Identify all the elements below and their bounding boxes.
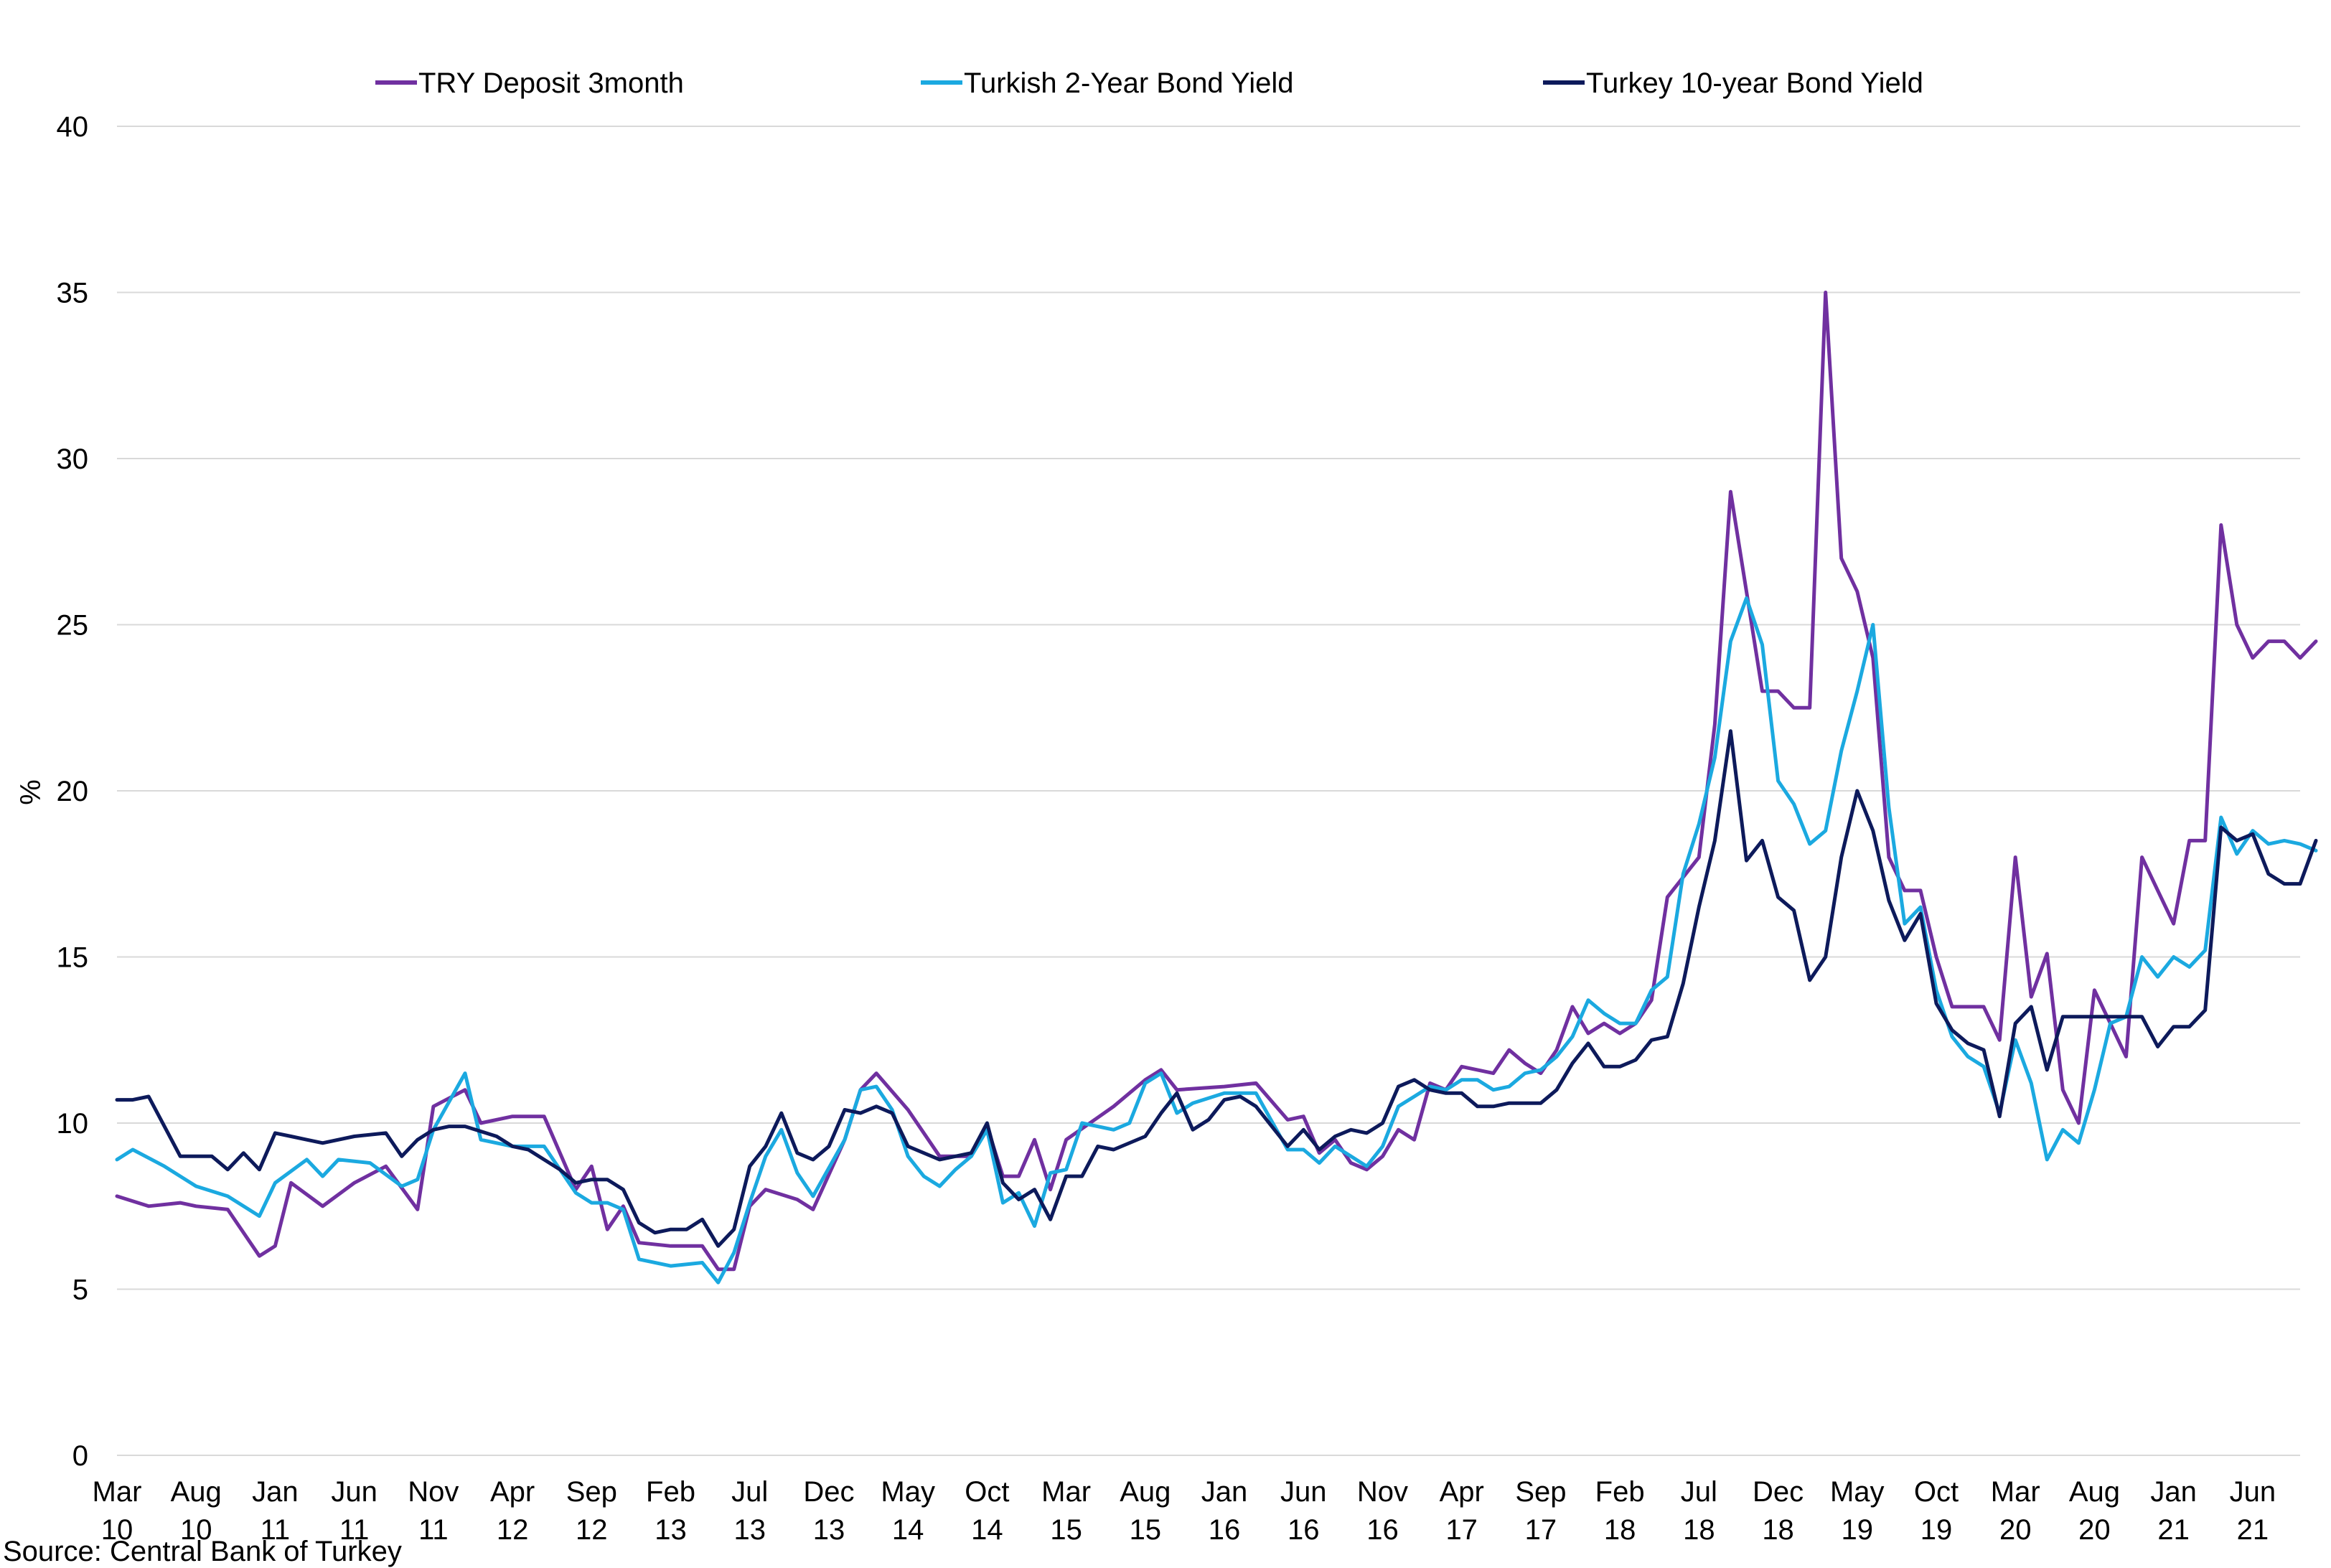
x-tick-label: Nov 16 [1357, 1476, 1408, 1546]
x-tick-label: Nov 11 [408, 1476, 459, 1546]
y-tick-label: 35 [57, 278, 89, 309]
y-tick-label: 5 [72, 1274, 88, 1306]
x-tick-label: Jun 16 [1280, 1476, 1327, 1546]
y-tick-label: 10 [57, 1108, 89, 1140]
x-tick-label: May 14 [881, 1476, 935, 1546]
x-tick-label: Feb 13 [646, 1476, 695, 1546]
legend-item-2: Turkish 2-Year Bond Yield [921, 67, 1294, 99]
y-tick-label: 0 [72, 1440, 88, 1472]
x-tick-label: Jun 11 [331, 1476, 377, 1546]
y-tick-label: 30 [57, 443, 89, 475]
x-tick-label: Jun 21 [2230, 1476, 2276, 1546]
x-tick-label: Jan 16 [1201, 1476, 1248, 1546]
x-tick-label: Apr 12 [490, 1476, 535, 1546]
x-tick-label: Oct 19 [1914, 1476, 1959, 1546]
x-tick-label: Mar 10 [93, 1476, 142, 1546]
x-tick-label: May 19 [1830, 1476, 1885, 1546]
x-tick-label: Aug 15 [1120, 1476, 1171, 1546]
legend-label: Turkey 10-year Bond Yield [1586, 67, 1923, 99]
series-line-2 [115, 596, 2318, 1285]
x-tick-label: Oct 14 [965, 1476, 1009, 1546]
x-tick-label: Dec 13 [803, 1476, 854, 1546]
y-tick-label: 40 [57, 111, 89, 143]
x-tick-label: Sep 12 [566, 1476, 617, 1546]
x-tick-label: Jul 18 [1681, 1476, 1717, 1546]
source-note: Source: Central Bank of Turkey [3, 1536, 402, 1567]
legend-label: TRY Deposit 3month [418, 67, 684, 99]
y-tick-label: 15 [57, 942, 89, 974]
x-tick-label: Jul 13 [731, 1476, 768, 1546]
x-tick-label: Aug 10 [171, 1476, 222, 1546]
x-tick-label: Mar 20 [1991, 1476, 2040, 1546]
axes: 0 5 10 15 20 25 30 35 40 Mar 10 Aug 10 Jan 11 Jun 11 Nov 1… [57, 111, 2300, 1546]
x-tick-label: Dec 18 [1753, 1476, 1804, 1546]
series-line-1 [115, 291, 2318, 1272]
y-axis-label: % [15, 779, 47, 805]
series-lines [115, 291, 2318, 1285]
legend: TRY Deposit 3month Turkish 2-Year Bond Yi… [375, 67, 1923, 99]
x-tick-label: Sep 17 [1515, 1476, 1566, 1546]
grid-lines [117, 126, 2300, 1290]
x-tick-label: Feb 18 [1595, 1476, 1645, 1546]
x-tick-label: Jan 21 [2150, 1476, 2197, 1546]
legend-label: Turkish 2-Year Bond Yield [964, 67, 1294, 99]
y-tick-label: 25 [57, 610, 89, 642]
legend-item-3: Turkey 10-year Bond Yield [1543, 67, 1923, 99]
x-tick-label: Mar 15 [1041, 1476, 1091, 1546]
series-line-3 [115, 729, 2318, 1248]
x-tick-label: Aug 20 [2069, 1476, 2120, 1546]
legend-item-1: TRY Deposit 3month [375, 67, 684, 99]
x-tick-label: Apr 17 [1440, 1476, 1484, 1546]
y-tick-label: 20 [57, 776, 89, 807]
x-tick-label: Jan 11 [252, 1476, 299, 1546]
